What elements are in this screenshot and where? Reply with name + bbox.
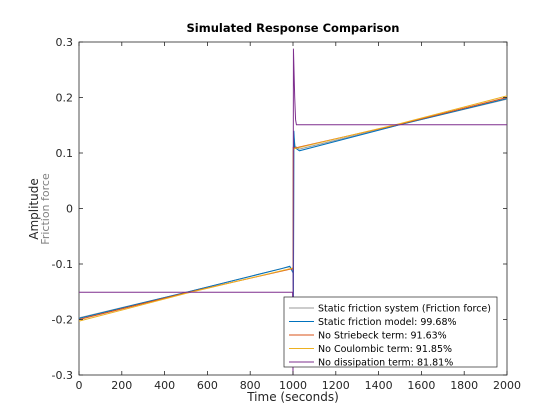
legend-entry-2: Static friction model: 99.68%: [318, 317, 457, 328]
x-tick-label: 0: [76, 379, 83, 392]
x-tick-label: 400: [154, 379, 175, 392]
legend-entry-5: No dissipation term: 81.81%: [318, 358, 453, 369]
x-tick-label: 1400: [365, 379, 393, 392]
y-tick-label: -0.2: [52, 314, 73, 327]
y-tick-label: 0.3: [56, 36, 74, 49]
legend-entry-1: Static friction system (Friction force): [318, 304, 491, 315]
legend: Static friction system (Friction force) S…: [283, 296, 498, 369]
y-tick-label: -0.1: [52, 258, 73, 271]
x-tick-label: 2000: [493, 379, 521, 392]
x-tick-label: 200: [111, 379, 132, 392]
y-tick-label: 0.2: [56, 92, 74, 105]
y-axis-sublabel: Friction force: [39, 173, 52, 245]
series-line-5: [79, 48, 507, 376]
legend-entry-4: No Coulombic term: 91.85%: [318, 344, 452, 355]
y-tick-label: -0.3: [52, 369, 73, 382]
x-axis-label: Time (seconds): [246, 390, 339, 404]
x-tick-label: 1000: [279, 379, 307, 392]
y-tick-label: 0.1: [56, 147, 74, 160]
chart-title: Simulated Response Comparison: [187, 21, 400, 35]
y-axis-label: Amplitude: [27, 178, 41, 240]
x-tick-label: 1800: [450, 379, 478, 392]
legend-entry-3: No Striebeck term: 91.63%: [318, 331, 447, 342]
x-tick-label: 800: [240, 379, 261, 392]
y-tick-label: 0: [66, 203, 73, 216]
ticks-layer: 0 200 400 600 800 1000 1200 1400 1600 1800 2000 -0.…: [52, 36, 521, 392]
legend-box: [283, 296, 498, 368]
series-layer: [78, 48, 508, 376]
x-tick-label: 1600: [407, 379, 435, 392]
x-tick-label: 600: [197, 379, 218, 392]
x-tick-label: 1200: [322, 379, 350, 392]
